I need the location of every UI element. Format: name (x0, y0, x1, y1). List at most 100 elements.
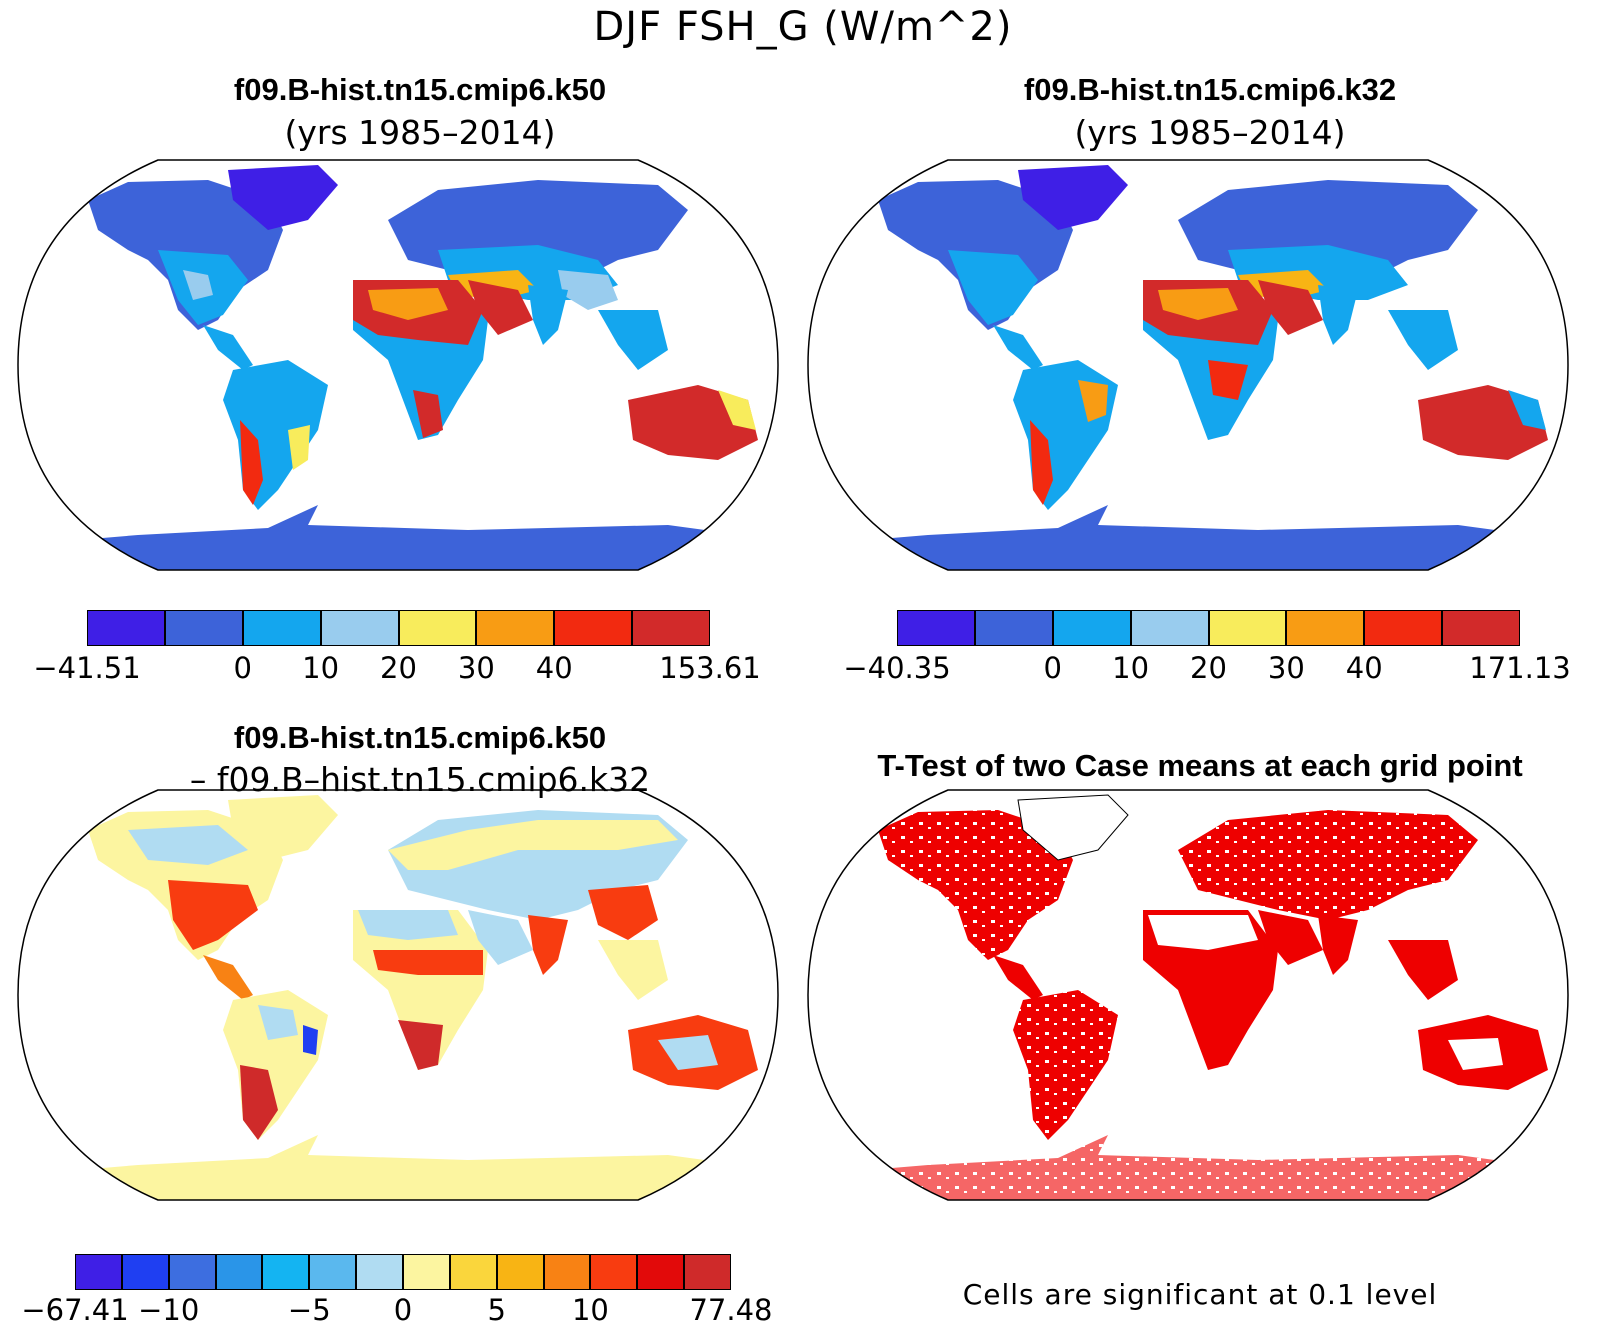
map-difference (17, 789, 779, 1201)
landmass-south-america (223, 360, 328, 510)
landmass-central-america (993, 955, 1043, 1000)
landmass-southeast-asia (598, 310, 668, 370)
colorbar-swatch (1208, 610, 1287, 646)
landmass-north-america (878, 810, 1073, 960)
colorbar-swatch (1130, 610, 1209, 646)
fill-patch-20 (168, 880, 258, 950)
colorbar-swatch (496, 1254, 544, 1290)
panel-case1-title: f09.B-hist.tn15.cmip6.k50 (233, 72, 607, 107)
colorbar-tick-label: −67.41 (21, 1293, 129, 1327)
colorbar-swatch (262, 1254, 310, 1290)
colorbar-swatch (356, 1254, 403, 1290)
figure-title: DJF FSH_G (W/m^2) (593, 4, 1013, 50)
colorbar-tick-label: 0 (1043, 651, 1062, 685)
colorbar-swatch (309, 1254, 357, 1290)
colorbar-swatch (164, 610, 243, 646)
landmass-india (1318, 285, 1358, 345)
landmass-south-america (1013, 990, 1118, 1140)
colorbar-difference (75, 1254, 731, 1290)
colorbar-swatch (590, 1254, 638, 1290)
colorbar-tick-label: 10 (302, 651, 340, 685)
colorbar-tick-label: 10 (571, 1293, 609, 1327)
map-case1 (17, 159, 779, 571)
landmass-arabia (1258, 280, 1323, 335)
fill-patch-32 (1448, 1038, 1503, 1070)
landmass-arabia (468, 280, 533, 335)
fill-patch-10 (718, 390, 756, 430)
fill-patch-24 (303, 1025, 318, 1055)
colorbar-tick-label: 0 (393, 1293, 413, 1327)
colorbar-tick-label: 0 (233, 651, 252, 685)
panel-case2-title: f09.B-hist.tn15.cmip6.k32 (1023, 72, 1397, 107)
landmass-antarctica (808, 1135, 1568, 1200)
colorbar-swatch (1286, 610, 1365, 646)
colorbar-swatch (554, 610, 633, 646)
colorbar-swatch (1442, 610, 1520, 646)
landmass-greenland (228, 165, 338, 230)
fill-patch-19 (1508, 390, 1546, 430)
landmass-arabia (1258, 910, 1323, 965)
panel-ttest-title: T-Test of two Case means at each grid po… (877, 748, 1523, 783)
landmass-greenland (1018, 165, 1128, 230)
fill-patch-3 (288, 425, 310, 470)
fill-patch-25 (388, 820, 678, 870)
colorbar-case1 (87, 610, 710, 646)
colorbar-tick-label: 153.61 (659, 651, 761, 685)
colorbar-tick-label: 30 (1267, 651, 1305, 685)
colorbar-tick-label: 20 (380, 651, 417, 685)
fill-patch-11 (948, 250, 1038, 325)
landmass-antarctica (808, 505, 1568, 570)
landmass-southeast-asia (1388, 940, 1458, 1000)
panel-difference-title: f09.B-hist.tn15.cmip6.k50 (233, 720, 607, 755)
colorbar-tick-label: 40 (535, 651, 573, 685)
fill-patch-31 (1148, 915, 1258, 950)
fill-patch-18 (1208, 360, 1248, 400)
landmass-southeast-asia (1388, 310, 1458, 370)
map-difference-border (17, 789, 779, 1201)
colorbar-swatch (87, 610, 165, 646)
ttest-significance-note: Cells are significant at 0.1 level (962, 1278, 1438, 1311)
landmass-central-america (993, 325, 1043, 370)
colorbar-swatch (398, 610, 477, 646)
landmass-eurasia (1178, 810, 1478, 920)
map-case2-border (807, 159, 1569, 571)
landmass-africa (1143, 910, 1278, 1070)
panel-case2-subtitle: (yrs 1985–2014) (1074, 113, 1346, 152)
panel-difference-subtitle: – f09.B–hist.tn15.cmip6.k32 (189, 760, 651, 799)
colorbar-swatch (121, 1254, 169, 1290)
fill-patch-26 (588, 885, 658, 940)
colorbar-difference-labels: −67.41 −10 −5 0 5 10 77.48 (21, 1293, 772, 1327)
colorbar-swatch (543, 1254, 591, 1290)
fill-patch-29 (358, 910, 458, 940)
colorbar-swatch (974, 610, 1053, 646)
fill-patch-21 (128, 825, 248, 865)
fill-patch-12 (1030, 420, 1053, 505)
colorbar-tick-label: 20 (1190, 651, 1227, 685)
colorbar-tick-label: −41.51 (33, 651, 141, 685)
colorbar-swatch (215, 1254, 263, 1290)
map-case1-border (17, 159, 779, 571)
colorbar-swatch (449, 1254, 497, 1290)
map-ttest-border (807, 789, 1569, 1201)
landmass-antarctica (18, 1135, 778, 1200)
fill-patch-8 (368, 288, 448, 320)
landmass-greenland (1017, 794, 1129, 861)
colorbar-tick-label: 5 (487, 1293, 506, 1327)
fill-patch-22 (240, 1065, 278, 1140)
colorbar-swatch (1364, 610, 1443, 646)
colorbar-case1-labels: −41.51 0 10 20 30 40 153.61 (33, 651, 760, 685)
fill-patch-5 (558, 270, 618, 310)
colorbar-swatch (897, 610, 975, 646)
landmass-south-america (1013, 360, 1118, 510)
landmass-greenland (228, 795, 338, 860)
colorbar-tick-label: 77.48 (689, 1293, 773, 1327)
colorbar-swatch (632, 610, 710, 646)
colorbar-swatch (637, 1254, 685, 1290)
landmass-india (528, 285, 568, 345)
fill-patch-30 (658, 1035, 718, 1070)
colorbar-tick-label: −10 (138, 1293, 200, 1327)
colorbar-tick-label: 40 (1345, 651, 1383, 685)
colorbar-swatch (1052, 610, 1131, 646)
fill-patch (183, 270, 213, 300)
map-case2 (807, 159, 1569, 571)
